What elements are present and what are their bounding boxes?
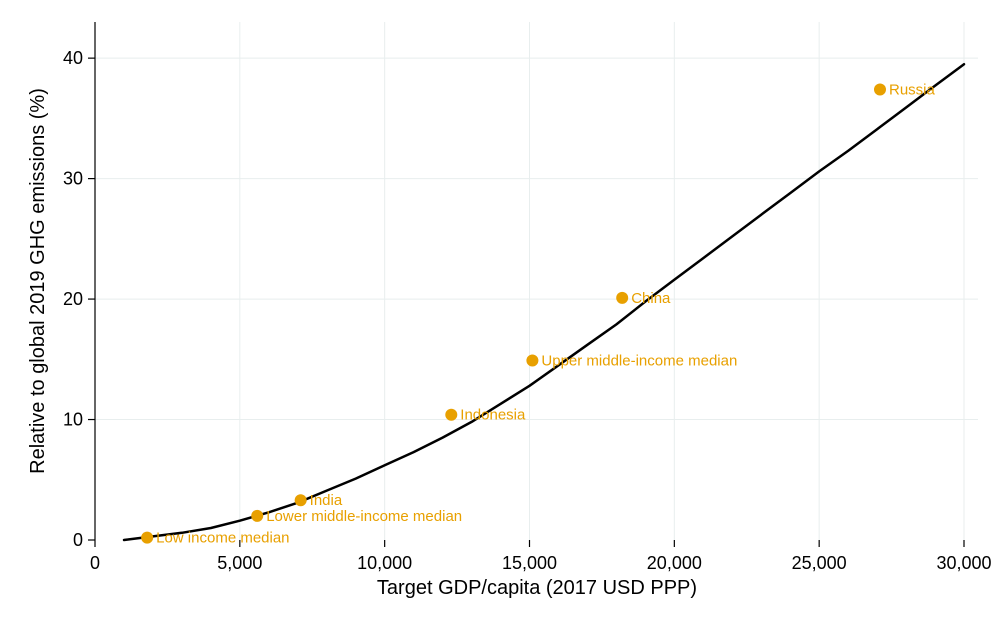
y-tick-label: 0	[73, 530, 83, 550]
data-point	[526, 354, 539, 367]
y-tick-label: 40	[63, 48, 83, 68]
x-tick-label: 5,000	[217, 553, 262, 573]
data-point-label: Lower middle-income median	[266, 508, 462, 525]
data-point	[141, 531, 154, 544]
y-tick-label: 20	[63, 289, 83, 309]
y-tick-label: 30	[63, 169, 83, 189]
x-tick-label: 0	[90, 553, 100, 573]
data-point-label: Russia	[889, 81, 936, 98]
data-point	[251, 509, 264, 522]
grid	[95, 22, 978, 540]
ticks: 0 5,000 10,000 15,000 20,000 25,000 30,000 0 10 2…	[63, 48, 992, 573]
data-point	[873, 83, 886, 96]
data-point-label: China	[631, 290, 671, 307]
series-line	[122, 62, 966, 542]
y-tick-label: 10	[63, 410, 83, 430]
data-point-label: Low income median	[156, 530, 289, 547]
points-layer: Low income median Lower middle-income med…	[141, 81, 936, 547]
x-tick-label: 10,000	[357, 553, 412, 573]
y-axis-title: Relative to global 2019 GHG emissions (%…	[27, 88, 49, 474]
data-point	[616, 291, 629, 304]
data-point-label: India	[310, 492, 343, 509]
data-point-label: Upper middle-income median	[541, 353, 737, 370]
x-tick-label: 30,000	[936, 553, 991, 573]
data-point	[294, 494, 307, 507]
x-axis-title: Target GDP/capita (2017 USD PPP)	[377, 577, 697, 599]
x-tick-label: 15,000	[502, 553, 557, 573]
curve-layer	[122, 62, 966, 542]
data-point	[445, 408, 458, 421]
x-tick-label: 25,000	[792, 553, 847, 573]
data-point-label: Indonesia	[460, 407, 526, 424]
x-tick-label: 20,000	[647, 553, 702, 573]
